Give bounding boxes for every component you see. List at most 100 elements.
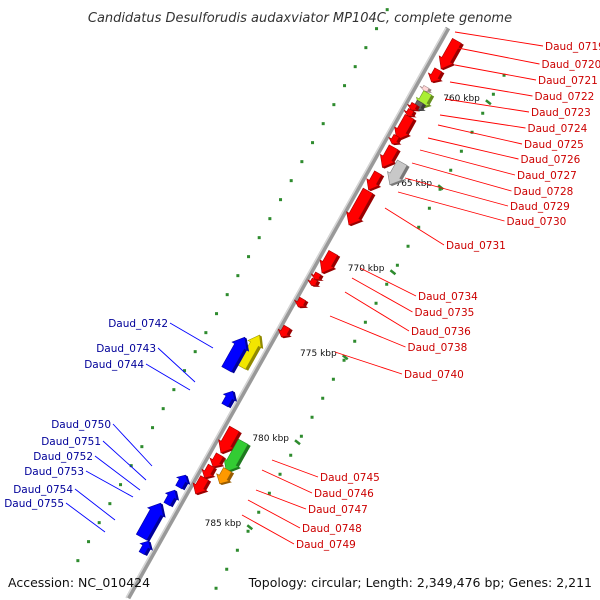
gene-label-forward: Daud_0728 <box>514 186 574 198</box>
callout-line <box>169 322 214 349</box>
gene-label-forward: Daud_0735 <box>415 307 475 319</box>
callout-line <box>102 440 147 481</box>
tick-label: 770 kbp <box>348 264 385 274</box>
tick-dot <box>225 293 229 297</box>
tick-dot <box>97 521 101 525</box>
tick-dot <box>375 27 379 31</box>
gene-label-forward: Daud_0740 <box>404 369 464 381</box>
tick-dot <box>183 369 187 373</box>
callout-line <box>344 291 410 332</box>
gene-label-forward: Daud_0723 <box>531 107 591 119</box>
forward-gene-shade <box>441 43 464 71</box>
gene-label-forward: Daud_0724 <box>528 123 588 135</box>
tick-mark <box>294 439 301 446</box>
tick-mark <box>389 269 397 276</box>
tick-dot <box>129 464 133 468</box>
gene-label-reverse: Daud_0755 <box>4 498 64 510</box>
gene-label-forward: Daud_0720 <box>542 59 600 71</box>
forward-gene-shade <box>348 193 376 227</box>
tick-dot <box>267 491 271 495</box>
tick-dot <box>225 567 229 571</box>
tick-dot <box>87 540 91 544</box>
gene-label-reverse: Daud_0751 <box>41 436 101 448</box>
tick-dot <box>247 255 251 259</box>
callout-line <box>255 489 307 510</box>
gene-label-forward: Daud_0745 <box>320 472 380 484</box>
tick-dot <box>427 206 431 210</box>
callout-line <box>384 207 445 246</box>
tick-dot <box>438 187 442 191</box>
forward-gene-shade <box>213 456 226 469</box>
tick-dot <box>246 529 250 533</box>
tick-dot <box>108 502 112 506</box>
tick-dot <box>321 396 325 400</box>
reverse-gene-shade <box>144 541 153 556</box>
tick-dot <box>119 483 123 487</box>
gene-label-forward: Daud_0738 <box>408 342 468 354</box>
callout-line <box>397 191 505 222</box>
tick-dot <box>289 179 293 183</box>
tick-dot <box>268 217 272 221</box>
callout-line <box>85 470 134 498</box>
tick-dot <box>236 274 240 278</box>
tick-dot <box>385 8 389 12</box>
tick-dot <box>417 225 421 229</box>
tick-dot <box>395 263 399 267</box>
forward-gene-shade <box>392 137 402 146</box>
callout-line <box>437 124 523 145</box>
forward-gene-shade <box>226 444 251 473</box>
callout-line <box>334 351 403 375</box>
tick-dot <box>332 103 336 107</box>
forward-gene <box>427 67 443 83</box>
forward-gene <box>419 84 431 93</box>
gene-label-forward: Daud_0734 <box>418 291 478 303</box>
gene-label-reverse: Daud_0753 <box>24 466 84 478</box>
reverse-gene-shade <box>170 490 180 508</box>
forward-gene-shade <box>431 71 445 84</box>
reverse-gene-shade <box>231 337 250 374</box>
gene-label-forward: Daud_0749 <box>296 539 356 551</box>
forward-gene <box>209 452 224 468</box>
tick-dot <box>140 445 144 449</box>
map-title: Candidatus Desulforudis audaxviator MP10… <box>88 11 512 26</box>
reverse-gene <box>138 540 152 556</box>
forward-gene-shade <box>204 467 217 480</box>
tick-dot <box>257 236 261 240</box>
gene-label-forward: Daud_0731 <box>446 240 506 252</box>
tick-dot <box>214 586 218 590</box>
tick-dot <box>353 339 357 343</box>
forward-gene-shade <box>368 174 385 192</box>
tick-dot <box>235 548 239 552</box>
tick-dot <box>385 282 389 286</box>
tick-dot <box>300 160 304 164</box>
tick-dot <box>204 331 208 335</box>
callout-line <box>271 459 319 478</box>
forward-gene-shade <box>311 280 321 287</box>
tick-dot <box>279 198 283 202</box>
reverse-gene-shade <box>245 335 264 371</box>
forward-gene-shade <box>407 111 417 118</box>
tick-mark <box>485 99 492 106</box>
forward-gene-shade <box>281 328 293 339</box>
tick-dot <box>459 149 463 153</box>
forward-gene-shade <box>419 95 435 110</box>
callout-line <box>329 315 406 348</box>
gene-label-forward: Daud_0725 <box>524 139 584 151</box>
genome-backbone <box>125 26 451 600</box>
tick-dot <box>193 350 197 354</box>
tick-dot <box>364 46 368 50</box>
forward-gene-shade <box>411 105 421 112</box>
gene-label-forward: Daud_0736 <box>411 326 471 338</box>
tick-label: 760 kbp <box>443 94 480 104</box>
tick-dot <box>289 453 293 457</box>
tick-dot <box>257 510 261 514</box>
gene-label-forward: Daud_0719 <box>545 41 600 53</box>
gene-features <box>135 37 464 556</box>
gene-callouts: Daud_0719 Daud_0720 Daud_0721 Daud_0722 Daud… <box>4 31 600 551</box>
tick-dot <box>311 141 315 145</box>
forward-gene-shade <box>415 103 426 112</box>
tick-dot <box>215 312 219 316</box>
tick-dots <box>76 8 506 590</box>
forward-gene <box>387 159 408 186</box>
